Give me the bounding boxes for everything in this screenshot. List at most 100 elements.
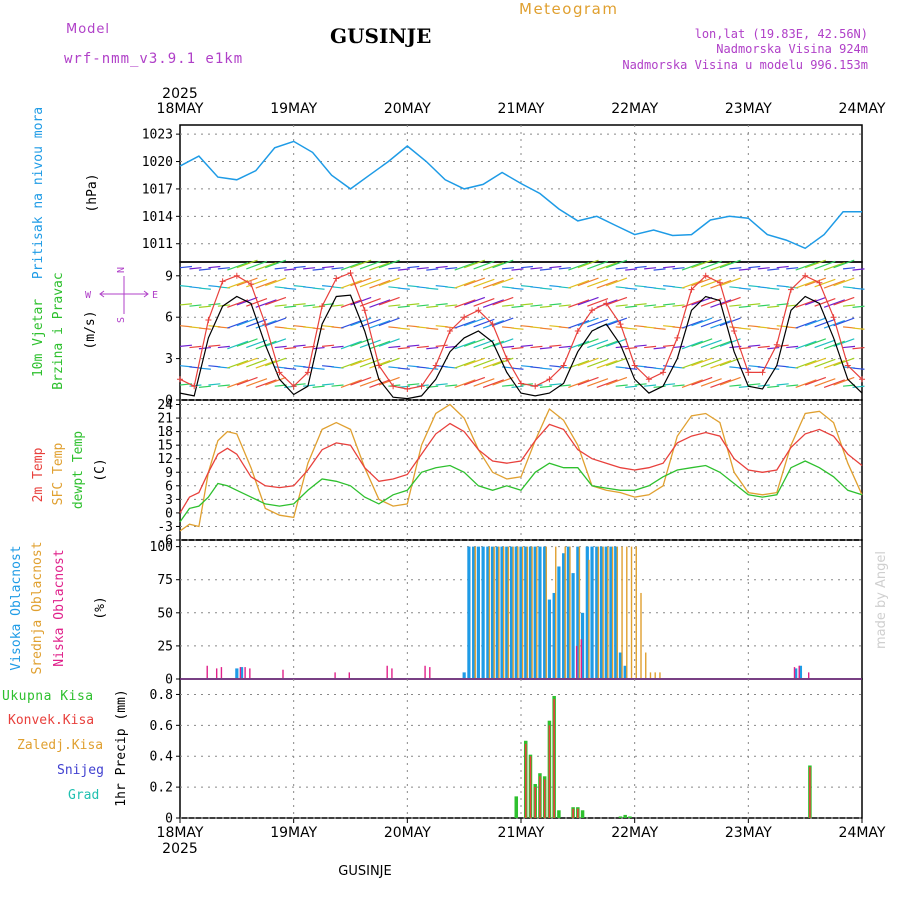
temp-ylabel-1: 2m Temp <box>31 447 46 502</box>
compass-s: S <box>116 317 127 323</box>
pressure-ylabel: Pritisak na nivou mora <box>31 107 46 279</box>
wind-arrow <box>369 279 391 289</box>
wind-arrow <box>691 357 713 367</box>
wind-arrow <box>426 268 439 271</box>
cloud-bar-high <box>514 546 518 678</box>
gust-marker <box>674 334 681 341</box>
wind-arrow <box>492 259 514 269</box>
wind-arrow <box>606 357 628 367</box>
wind-arrow <box>804 259 827 269</box>
wind-arrow <box>568 299 590 308</box>
wind-arrow <box>416 304 429 307</box>
wind-arrow <box>265 338 287 347</box>
wind-arrow <box>435 303 448 306</box>
y-tick-label: 0 <box>165 506 173 521</box>
wind-arrow <box>445 304 458 307</box>
wind-arrow <box>520 344 533 347</box>
wind-arrow <box>634 265 647 269</box>
wind-arrow <box>492 357 514 367</box>
y-tick-label: 1023 <box>142 128 173 143</box>
cloud-bar-high <box>486 546 490 678</box>
wind-arrow <box>312 287 325 290</box>
wind-arrow <box>501 345 515 349</box>
wind-arrow <box>359 318 381 328</box>
wind-arrow <box>265 376 287 386</box>
cloud-ylabel-1: Visoka Oblacnost <box>9 545 24 670</box>
model-name: wrf-nmm_v3.9.1 e1km <box>64 51 243 67</box>
gust-marker <box>319 303 326 310</box>
wind-arrow <box>644 304 657 307</box>
wind-arrow <box>463 317 486 327</box>
wind-arrow <box>473 260 495 270</box>
wind-arrow <box>340 261 362 271</box>
precip-conv-bar <box>543 779 546 818</box>
wind-arrow <box>520 303 533 306</box>
wind-arrow <box>511 305 524 308</box>
wind-arrow <box>729 304 742 307</box>
wind-arrow <box>331 267 344 270</box>
x-tick-label-top: 20MAY <box>384 101 431 117</box>
wind-arrow <box>426 305 439 308</box>
wind-arrow <box>814 358 836 368</box>
cloud-bar-high <box>623 665 627 678</box>
wind-arrow <box>606 376 628 386</box>
wind-arrow <box>776 265 789 269</box>
wind-arrow <box>246 298 268 307</box>
wind-arrow <box>454 261 476 271</box>
x-tick-label-bottom: 22MAY <box>611 825 658 841</box>
cloud-bar-low <box>798 665 800 678</box>
y-tick-label: 18 <box>157 425 173 440</box>
wind-arrow <box>369 299 391 308</box>
sfc-temp-line <box>179 403 863 532</box>
wind-arrow <box>473 298 495 307</box>
wind-arrow <box>852 268 865 271</box>
wind-arrow <box>767 367 780 370</box>
wind-arrow <box>700 358 722 368</box>
wind-arrow <box>625 327 638 330</box>
wind-arrow <box>681 299 703 308</box>
y-tick-label: 6 <box>165 311 173 326</box>
wind-arrow <box>454 299 476 308</box>
cloud-bar-high <box>495 546 499 678</box>
cloud-bar-mid <box>607 546 609 678</box>
wind-arrow <box>625 346 638 350</box>
wind-arrow <box>757 345 770 349</box>
gust-marker <box>276 369 283 376</box>
y-tick-label: 50 <box>157 606 173 621</box>
wind-arrow <box>842 267 856 270</box>
wind-arrow <box>596 279 618 289</box>
cloud-bar-mid <box>616 546 619 678</box>
wind-arrow <box>293 344 306 347</box>
wind-arrow <box>322 383 335 386</box>
wind-arrow <box>473 278 495 288</box>
wind-arrow <box>729 384 742 387</box>
y-tick-label: 75 <box>157 573 173 588</box>
wind-arrow <box>738 305 751 308</box>
cloud-ylabel-2: Srednja Oblacnost <box>30 541 45 674</box>
gust-marker <box>787 286 794 293</box>
x-tick-label-top: 22MAY <box>611 101 658 117</box>
wind-arrow <box>416 345 429 349</box>
wind-arrow <box>577 296 599 306</box>
gust-marker <box>816 279 823 286</box>
wind-arrow <box>644 267 657 270</box>
wind-arrow <box>776 344 789 347</box>
wind-arrow <box>691 259 713 269</box>
cloud-unit: (%) <box>93 596 108 619</box>
gust-marker <box>546 376 553 383</box>
wind-arrow <box>625 268 638 271</box>
wind-arrow <box>804 277 827 287</box>
wind-arrow <box>852 287 865 290</box>
wind-arrow <box>823 261 845 271</box>
wind-arrow <box>463 277 486 287</box>
cloud-bar-low <box>220 667 223 678</box>
wind-arrow <box>710 379 732 388</box>
wind-arrow <box>786 267 799 270</box>
wind-arrow <box>833 296 855 306</box>
wind-arrow <box>596 379 618 388</box>
wind-arrow <box>312 327 325 330</box>
wind-arrow <box>710 340 732 350</box>
gust-marker <box>446 328 453 334</box>
gust-marker <box>617 321 624 328</box>
wind-arrow <box>587 278 609 288</box>
